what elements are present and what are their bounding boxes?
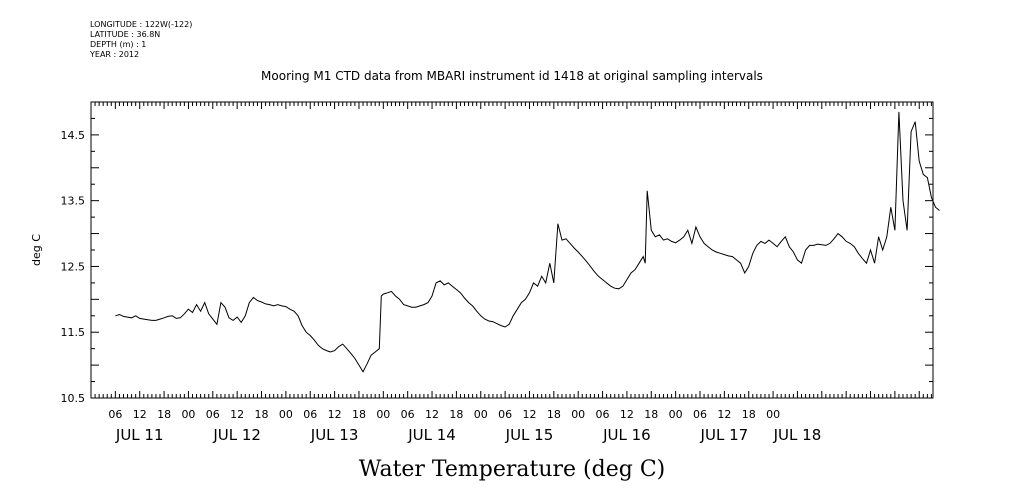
x-day-label: JUL 13 [310,426,359,444]
y-axis-title: deg C [30,234,43,266]
longitude-text: LONGITUDE : 122W(-122) [90,20,193,29]
x-day-label: JUL 11 [115,426,164,444]
x-day-label: JUL 12 [212,426,261,444]
x-hour-label: 06 [303,408,317,421]
x-hour-label: 12 [328,408,342,421]
x-hour-label: 12 [620,408,634,421]
metadata-block: LONGITUDE : 122W(-122) LATITUDE : 36.8N … [90,20,192,60]
temperature-series-line [115,111,940,373]
x-hour-label: 12 [717,408,731,421]
x-hour-label: 00 [279,408,293,421]
y-tick-label: 11.5 [61,326,86,339]
year-text: YEAR : 2012 [90,50,140,59]
x-hour-label: 18 [742,408,756,421]
x-hour-label: 06 [596,408,610,421]
axis-ticks [90,101,933,399]
depth-text: DEPTH (m) : 1 [90,40,147,49]
x-hour-label: 00 [181,408,195,421]
x-day-label: JUL 14 [407,426,456,444]
chart-title: Mooring M1 CTD data from MBARI instrumen… [261,69,763,83]
x-hour-label: 18 [157,408,171,421]
x-day-label: JUL 16 [602,426,651,444]
x-hour-label: 18 [644,408,658,421]
y-axis-labels: 10.5 11.5 12.5 13.5 14.5 [61,129,86,405]
x-hour-label: 06 [206,408,220,421]
x-axis-title: Water Temperature (deg C) [359,457,666,482]
x-hour-label: 12 [425,408,439,421]
x-hour-label: 18 [352,408,366,421]
y-tick-label: 13.5 [61,195,86,208]
plot-frame [90,101,934,399]
x-hour-label: 06 [498,408,512,421]
x-hour-label: 00 [376,408,390,421]
x-hour-label: 06 [401,408,415,421]
x-hour-label: 06 [693,408,707,421]
x-hour-label: 12 [230,408,244,421]
x-day-label: JUL 18 [773,426,822,444]
x-hour-label: 18 [547,408,561,421]
y-tick-label: 14.5 [61,129,86,142]
x-hour-label: 00 [669,408,683,421]
x-hour-label: 00 [571,408,585,421]
x-day-label: JUL 15 [505,426,554,444]
x-day-label: JUL 17 [700,426,749,444]
x-hour-label: 06 [108,408,122,421]
x-hour-label: 18 [255,408,269,421]
x-hour-label: 18 [449,408,463,421]
y-tick-label: 10.5 [61,392,86,405]
y-tick-label: 12.5 [61,260,86,273]
x-axis-labels: 06 12 18 00 06 12 18 00 06 12 18 00 06 12 18 00 06 12 18 00… [108,408,821,444]
x-hour-label: 00 [474,408,488,421]
latitude-text: LATITUDE : 36.8N [90,30,161,39]
x-hour-label: 12 [522,408,536,421]
x-hour-label: 00 [766,408,780,421]
x-hour-label: 12 [133,408,147,421]
